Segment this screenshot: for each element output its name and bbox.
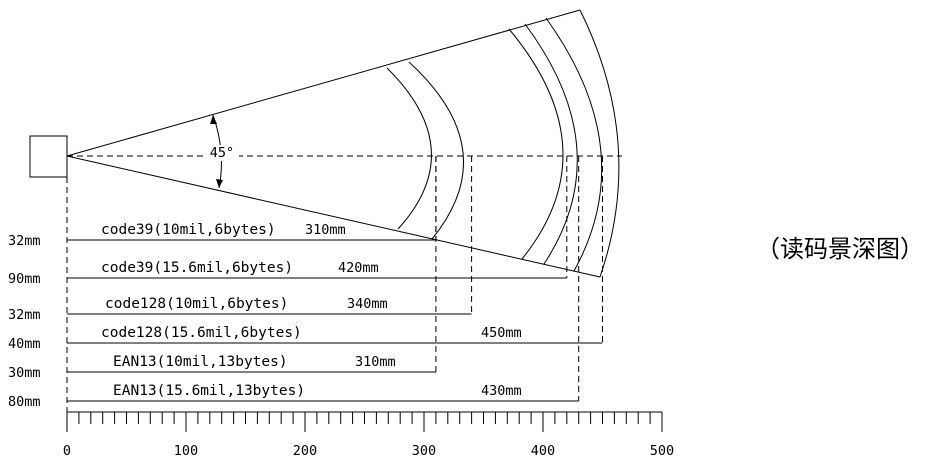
- scale-tick-label: 300: [412, 443, 436, 459]
- scale-tick-label: 200: [293, 443, 317, 459]
- arc-420mm: [508, 28, 564, 260]
- barcode-type-label: EAN13(10mil,13bytes): [113, 354, 288, 370]
- barcode-type-label: code39(10mil,6bytes): [101, 222, 276, 238]
- near-distance-label: 40mm: [8, 336, 41, 352]
- near-distance-label: 30mm: [8, 365, 41, 381]
- angle-arrow-top: [210, 115, 217, 124]
- far-distance-label: 310mm: [305, 222, 346, 238]
- reading-ranges: 32mm code39(10mil,6bytes) 310mm 90mm code39(…: [8, 156, 603, 410]
- scale-tick-label: 100: [174, 443, 198, 459]
- far-distance-label: 430mm: [481, 383, 522, 399]
- cone-lower-edge: [66, 155, 601, 278]
- barcode-type-label: code128(10mil,6bytes): [105, 296, 288, 312]
- cone-upper-edge: [66, 9, 581, 157]
- scale-tick-label: 400: [531, 443, 555, 459]
- far-distance-label: 310mm: [355, 354, 396, 370]
- near-distance-label: 80mm: [8, 394, 41, 410]
- arc-310mm: [386, 67, 432, 230]
- arc-430mm: [524, 23, 578, 265]
- scale-tick-label: 500: [650, 443, 674, 459]
- arc-450mm: [545, 17, 603, 272]
- barcode-type-label: code39(15.6mil,6bytes): [101, 260, 293, 276]
- angle-label: 45°: [210, 145, 234, 161]
- scale-tick-label: 0: [63, 443, 71, 459]
- near-distance-label: 90mm: [8, 271, 41, 287]
- distance-scale: 0 100 200 300 400 500: [63, 411, 674, 459]
- far-distance-label: 450mm: [481, 325, 522, 341]
- scanner-box: [29, 135, 68, 178]
- barcode-type-label: EAN13(15.6mil,13bytes): [113, 383, 305, 399]
- far-distance-label: 420mm: [338, 260, 379, 276]
- angle-arrow-bottom: [216, 179, 223, 188]
- far-distance-label: 340mm: [347, 296, 388, 312]
- arc-340mm: [408, 61, 464, 240]
- cone-outer-arc: [579, 9, 620, 278]
- near-distance-label: 32mm: [8, 233, 41, 249]
- angle-label-bg: [205, 145, 239, 161]
- caption: （读码景深图）: [756, 235, 924, 263]
- near-distance-label: 32mm: [8, 307, 41, 323]
- barcode-type-label: code128(15.6mil,6bytes): [101, 325, 302, 341]
